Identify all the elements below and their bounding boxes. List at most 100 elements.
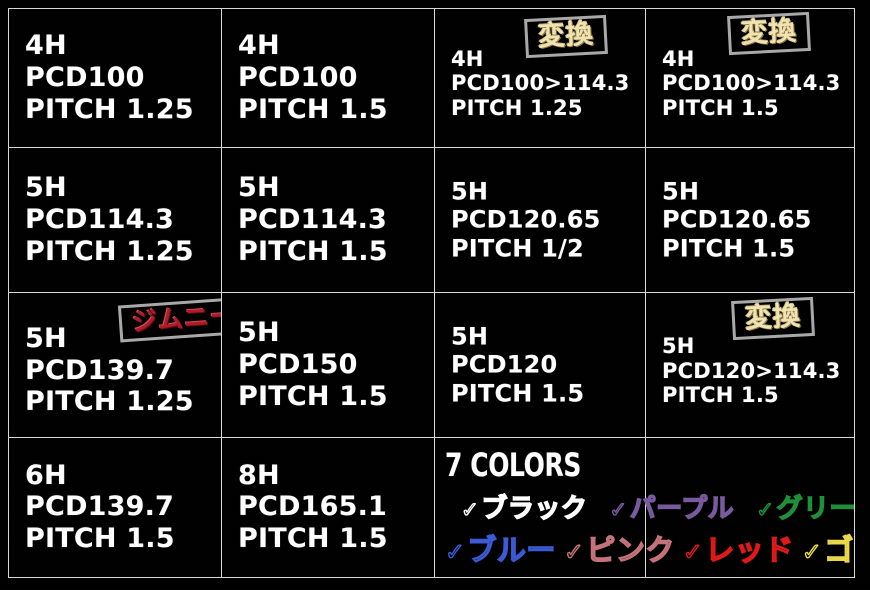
spec-pitch: PITCH 1.25: [25, 386, 194, 418]
spec-grid: 4H PCD100 PITCH 1.25 4H PCD100 PITCH 1.5…: [8, 8, 855, 578]
spec-hole-count: 4H: [662, 46, 695, 71]
spec-hole-count: 5H: [25, 172, 67, 204]
spec-pitch: PITCH 1/2: [451, 234, 584, 263]
spec-pcd: PCD114.3: [238, 204, 388, 236]
henkan-badge-label: 変換: [740, 15, 798, 50]
spec-cell[interactable]: 8H PCD165.1 PITCH 1.5: [222, 438, 434, 577]
spec-cell-text: 4H PCD100 PITCH 1.25: [25, 30, 194, 126]
spec-cell[interactable]: 5H PCD120.65 PITCH 1/2: [435, 148, 645, 292]
color-option-label: レッド: [705, 532, 794, 567]
colors-row-1: ✓ ブラック ✓ パープル ✓ グリーン: [445, 488, 854, 525]
spec-cell[interactable]: 5H PCD150 PITCH 1.5: [222, 293, 434, 437]
spec-pitch: PITCH 1.5: [662, 383, 779, 408]
colors-panel: 7 COLORS ✓ ブラック ✓ パープル ✓ グリ: [444, 446, 854, 571]
color-option-label: ゴールド: [824, 532, 854, 567]
spec-pitch: PITCH 1.5: [238, 235, 388, 267]
spec-pcd: PCD114.3: [25, 204, 175, 236]
color-option-label: ピンク: [586, 532, 675, 567]
color-option-purple[interactable]: ✓ パープル: [609, 488, 735, 525]
color-option-pink[interactable]: ✓ ピンク: [563, 527, 675, 569]
spec-cell-text: 5H PCD120.65 PITCH 1.5: [662, 178, 812, 263]
spec-cell[interactable]: 5H PCD120.65 PITCH 1.5: [646, 148, 854, 292]
spec-cell-text: 5H PCD120 PITCH 1.5: [451, 323, 584, 408]
check-icon: ✓: [801, 537, 823, 566]
spec-pcd: PCD100: [238, 62, 358, 94]
color-option-blue[interactable]: ✓ ブルー: [444, 527, 556, 569]
spec-pitch: PITCH 1.5: [238, 93, 388, 125]
colors-panel-title: 7 COLORS: [445, 446, 581, 484]
color-option-gold[interactable]: ✓ ゴールド: [801, 527, 854, 569]
check-icon: ✓: [609, 497, 628, 523]
spec-cell[interactable]: 4H PCD100 PITCH 1.25: [9, 9, 221, 147]
color-option-label: パープル: [629, 493, 735, 524]
spec-hole-count: 5H: [451, 177, 489, 206]
spec-cell[interactable]: 5H PCD114.3 PITCH 1.5: [222, 148, 434, 292]
color-option-green[interactable]: ✓ グリーン: [755, 488, 854, 525]
spec-hole-count: 5H: [238, 317, 280, 349]
spec-cell-text: 4H PCD100 PITCH 1.5: [238, 30, 388, 126]
spec-cell[interactable]: 5H PCD114.3 PITCH 1.25: [9, 148, 221, 292]
spec-cell[interactable]: 変換 5H PCD120>114.3 PITCH 1.5: [646, 293, 854, 437]
spec-hole-count: 5H: [451, 322, 489, 351]
color-option-label: ブラック: [481, 493, 588, 524]
spec-hole-count: 6H: [25, 459, 67, 491]
color-option-red[interactable]: ✓ レッド: [682, 527, 794, 569]
spec-hole-count: 4H: [25, 30, 67, 62]
spec-pitch: PITCH 1.25: [451, 95, 583, 120]
spec-hole-count: 5H: [238, 172, 280, 204]
spec-cell[interactable]: 変換 4H PCD100>114.3 PITCH 1.25: [435, 9, 645, 147]
spec-pcd: PCD120: [451, 350, 558, 379]
spec-pcd: PCD100>114.3: [451, 71, 630, 96]
grid-vline-3: [645, 9, 646, 577]
spec-pitch: PITCH 1.5: [238, 523, 388, 555]
spec-cell-text: 5H PCD114.3 PITCH 1.25: [25, 172, 194, 268]
grid-vline-2: [434, 9, 435, 577]
spec-pcd: PCD100: [25, 62, 145, 94]
spec-pcd: PCD165.1: [238, 491, 388, 523]
spec-cell[interactable]: 5H PCD120 PITCH 1.5: [435, 293, 645, 437]
spec-pitch: PITCH 1.5: [25, 523, 175, 555]
color-option-black[interactable]: ✓ ブラック: [460, 488, 588, 525]
colors-cell[interactable]: 7 COLORS ✓ ブラック ✓ パープル ✓ グリ: [435, 438, 854, 577]
spec-cell[interactable]: 変換 4H PCD100>114.3 PITCH 1.5: [646, 9, 854, 147]
spec-hole-count: 5H: [662, 333, 695, 358]
spec-cell-text: 5H PCD139.7 PITCH 1.25: [25, 323, 194, 419]
colors-list: ✓ ブラック ✓ パープル ✓ グリーン: [444, 488, 854, 569]
spec-cell-text: 5H PCD120>114.3 PITCH 1.5: [662, 334, 841, 408]
color-option-label: グリーン: [776, 493, 854, 524]
colors-row-2: ✓ ブルー ✓ ピンク ✓ レッド ✓ ゴ: [444, 527, 854, 569]
spec-hole-count: 4H: [238, 30, 280, 62]
grid-hline-1: [9, 147, 854, 148]
spec-pcd: PCD139.7: [25, 354, 175, 386]
grid-hline-3: [9, 437, 854, 438]
spec-hole-count: 5H: [25, 322, 67, 354]
check-icon: ✓: [460, 497, 480, 523]
check-icon: ✓: [755, 497, 775, 523]
spec-pitch: PITCH 1.5: [662, 95, 779, 120]
spec-pitch: PITCH 1.5: [238, 380, 388, 412]
spec-cell-text: 6H PCD139.7 PITCH 1.5: [25, 460, 175, 556]
henkan-badge-label: 変換: [744, 300, 802, 335]
spec-cell[interactable]: 4H PCD100 PITCH 1.5: [222, 9, 434, 147]
spec-pcd: PCD150: [238, 349, 358, 381]
spec-pitch: PITCH 1.5: [451, 379, 585, 408]
grid-vline-1: [221, 9, 222, 577]
spec-pitch: PITCH 1.25: [25, 235, 194, 267]
check-icon: ✓: [563, 537, 585, 566]
spec-cell[interactable]: 6H PCD139.7 PITCH 1.5: [9, 438, 221, 577]
check-icon: ✓: [682, 537, 704, 566]
spec-hole-count: 8H: [238, 459, 280, 491]
color-option-label: ブルー: [467, 532, 556, 567]
check-icon: ✓: [444, 537, 466, 566]
grid-hline-2: [9, 292, 854, 293]
spec-cell[interactable]: ジムニー 5H PCD139.7 PITCH 1.25: [9, 293, 221, 437]
spec-cell-text: 5H PCD150 PITCH 1.5: [238, 317, 388, 413]
spec-pitch: PITCH 1.25: [25, 93, 194, 125]
spec-pitch: PITCH 1.5: [662, 234, 796, 263]
spec-cell-text: 8H PCD165.1 PITCH 1.5: [238, 460, 388, 556]
spec-hole-count: 5H: [662, 177, 700, 206]
spec-pcd: PCD120.65: [451, 205, 601, 234]
spec-pcd: PCD139.7: [25, 491, 175, 523]
spec-pcd: PCD100>114.3: [662, 71, 841, 96]
